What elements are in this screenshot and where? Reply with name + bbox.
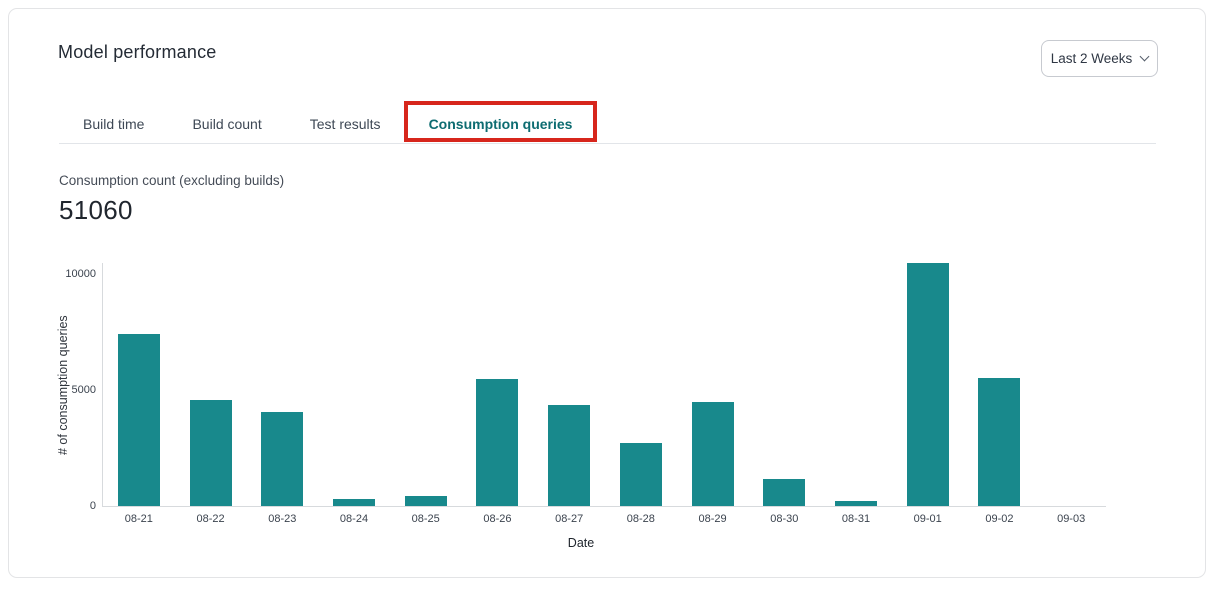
x-tick-08-27: 08-27: [555, 513, 584, 525]
bar-09-02: [978, 377, 1021, 506]
x-tick-08-25: 08-25: [411, 513, 440, 525]
x-tick-08-29: 08-29: [698, 513, 727, 525]
x-tick-08-24: 08-24: [339, 513, 369, 525]
tab-label: Consumption queries: [428, 116, 573, 132]
tabs-bar: Build time Build count Test results Cons…: [59, 101, 1156, 144]
x-tick-08-23: 08-23: [268, 513, 297, 525]
y-axis-label: # of consumption queries: [56, 315, 70, 455]
x-tick-08-31: 08-31: [841, 513, 871, 525]
date-range-dropdown[interactable]: Last 2 Weeks: [1041, 40, 1158, 77]
tab-build-count[interactable]: Build count: [168, 105, 285, 143]
x-axis-label: Date: [567, 536, 595, 550]
bar-08-22: [189, 400, 232, 506]
model-performance-card: Model performance Last 2 Weeks Build tim…: [8, 8, 1206, 578]
page-title: Model performance: [58, 42, 217, 62]
bar-08-27: [548, 404, 591, 506]
y-tick-5000: 5000: [71, 383, 96, 396]
x-tick-08-22: 08-22: [196, 513, 225, 525]
bar-08-23: [261, 411, 304, 506]
x-tick-08-30: 08-30: [770, 513, 799, 525]
x-tick-08-28: 08-28: [626, 513, 655, 525]
x-tick-09-03: 09-03: [1057, 513, 1086, 525]
x-tick-08-21: 08-21: [124, 513, 153, 525]
plot-area: 08-21 08-22 08-23 08-24 08-25 08-26 08-27 08-28…: [65, 263, 1106, 525]
x-tick-09-02: 09-02: [985, 513, 1014, 525]
bar-08-21: [117, 334, 160, 506]
bar-08-30: [763, 479, 806, 506]
bar-08-24: [333, 499, 375, 506]
x-tick-08-26: 08-26: [483, 513, 512, 525]
tab-consumption-queries[interactable]: Consumption queries: [403, 101, 598, 143]
x-tick-09-01: 09-01: [913, 513, 942, 525]
date-range-label: Last 2 Weeks: [1050, 51, 1133, 66]
metric-value: 51060: [59, 195, 133, 225]
bar-08-25: [404, 496, 447, 506]
bar-08-26: [476, 378, 519, 506]
tab-label: Build time: [83, 116, 145, 132]
tab-label: Build count: [192, 116, 262, 132]
bar-08-28: [619, 443, 662, 506]
chevron-down-icon: [1139, 51, 1150, 62]
metric-label: Consumption count (excluding builds): [59, 173, 285, 188]
bar-08-31: [835, 501, 877, 506]
bar-09-01: [906, 263, 949, 506]
tab-label: Test results: [309, 116, 381, 132]
tab-build-time[interactable]: Build time: [59, 105, 168, 143]
bar-08-29: [691, 402, 734, 506]
tab-test-results[interactable]: Test results: [286, 105, 405, 143]
y-tick-0: 0: [89, 500, 96, 512]
y-tick-10000: 10000: [65, 267, 96, 280]
